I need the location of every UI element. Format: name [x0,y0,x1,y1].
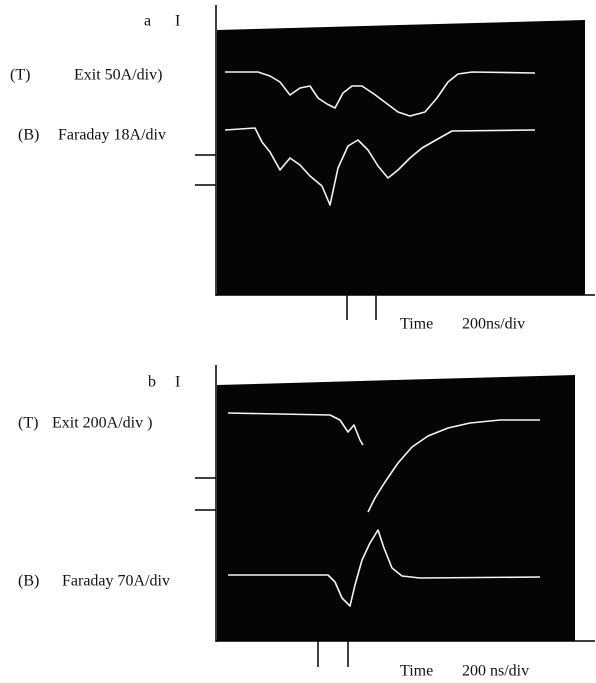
trace-tag: (T) [10,67,30,84]
trace-label: Faraday 18A/div [58,127,166,144]
time-scale: 200 ns/div [462,663,529,680]
panel-label: a [144,13,151,30]
trace-label: Exit 50A/div) [74,67,162,84]
axis-label: I [175,13,180,30]
time-label: Time [400,316,433,333]
trace-tag: (B) [18,573,39,590]
axis-label: I [175,374,180,391]
figure: a I (T) Exit 50A/div) (B) Faraday 18A/di… [0,0,596,683]
time-label: Time [400,663,433,680]
time-scale: 200ns/div [462,316,525,333]
trace-tag: (T) [18,415,38,432]
trace-tag: (B) [18,127,39,144]
panel-b: b I (T) Exit 200A/div ) (B) Faraday 70A/… [18,365,595,680]
oscilloscope-screen [217,375,575,641]
trace-label: Exit 200A/div ) [52,415,152,432]
panel-label: b [148,374,156,391]
trace-label: Faraday 70A/div [62,573,170,590]
panel-a: a I (T) Exit 50A/div) (B) Faraday 18A/di… [10,5,595,333]
